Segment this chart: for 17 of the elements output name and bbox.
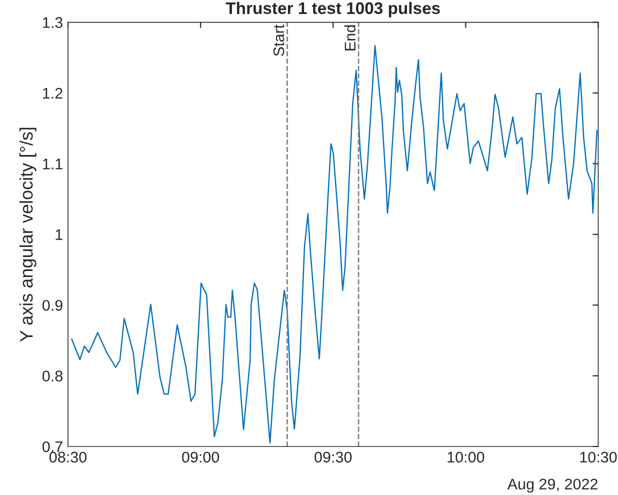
ref-line-label: End bbox=[344, 25, 356, 50]
y-tick-label: 1.2 bbox=[43, 88, 62, 99]
x-tick-label: 09:30 bbox=[314, 452, 352, 463]
x-tick-label: 10:00 bbox=[448, 452, 484, 463]
y-tick-label: 0.7 bbox=[42, 441, 62, 452]
y-tick-label: 1 bbox=[56, 229, 62, 240]
x-tick-label: 10:30 bbox=[580, 452, 617, 463]
x-tick-label: 08:30 bbox=[49, 452, 86, 463]
y-axis-title: Y axis angular velocity [°/s] bbox=[19, 128, 36, 342]
ref-line-label: Start bbox=[273, 24, 284, 56]
y-tick-label: 0.8 bbox=[42, 370, 62, 382]
y-tick-label: 0.9 bbox=[42, 300, 62, 311]
chart-title: Thruster 1 test 1003 pulses bbox=[226, 2, 440, 18]
x-tick-label: 09:00 bbox=[182, 452, 220, 463]
y-tick-label: 1.3 bbox=[43, 17, 62, 28]
text: Aug 29, 2022 bbox=[507, 478, 598, 493]
y-tick-label: 1.1 bbox=[43, 158, 62, 170]
